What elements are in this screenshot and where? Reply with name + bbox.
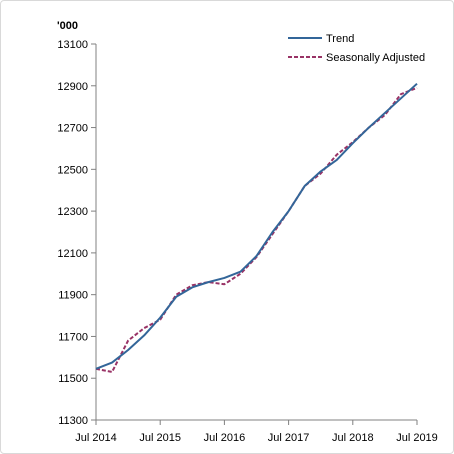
y-tick-label: 12300 — [57, 206, 88, 218]
x-tick-label: Jul 2019 — [396, 432, 438, 444]
series-line-trend — [95, 82, 418, 370]
y-tick-label: 12500 — [57, 164, 88, 176]
y-tick-label: 11900 — [58, 290, 88, 302]
series-line-seasonally-adjusted — [95, 86, 418, 373]
legend-item-trend: Trend — [288, 33, 354, 45]
x-axis-ticks: Jul 2014 Jul 2015 Jul 2016 Jul 2017 Jul 2018… — [75, 420, 438, 444]
y-axis-ticks: 11300 11500 11700 11900 12100 12300 12500 12700… — [57, 39, 96, 427]
x-tick-label: Jul 2016 — [204, 432, 246, 444]
x-tick-label: Jul 2017 — [268, 432, 310, 444]
legend: Trend Seasonally Adjusted — [288, 33, 425, 64]
y-unit-label: '000 — [57, 20, 78, 32]
y-tick-label: 11300 — [58, 415, 88, 427]
y-tick-label: 12900 — [57, 81, 88, 93]
x-tick-label: Jul 2015 — [139, 432, 181, 444]
y-tick-label: 13100 — [57, 39, 88, 51]
y-tick-label: 11500 — [58, 373, 88, 385]
legend-label-trend: Trend — [326, 33, 354, 45]
y-tick-label: 12700 — [57, 123, 88, 135]
y-tick-label: 12100 — [57, 248, 88, 260]
series-layer — [95, 82, 418, 373]
x-tick-label: Jul 2018 — [332, 432, 374, 444]
legend-label-seasonally-adjusted: Seasonally Adjusted — [326, 52, 425, 64]
y-tick-label: 11700 — [58, 331, 88, 343]
x-tick-label: Jul 2014 — [75, 432, 117, 444]
legend-item-seasonally-adjusted: Seasonally Adjusted — [288, 52, 425, 64]
